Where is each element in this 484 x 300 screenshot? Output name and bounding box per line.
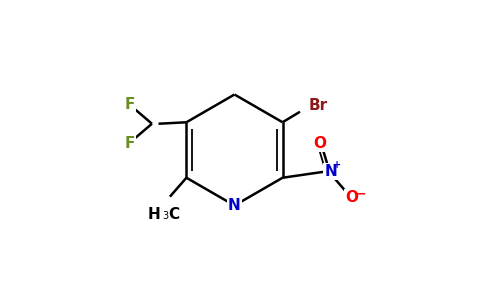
Text: 3: 3 — [162, 212, 168, 221]
Text: N: N — [228, 198, 241, 213]
Text: H: H — [148, 207, 160, 222]
Text: O: O — [314, 136, 327, 151]
Text: +: + — [333, 160, 341, 170]
Text: Br: Br — [309, 98, 328, 113]
Text: F: F — [124, 136, 135, 151]
Text: O: O — [345, 190, 358, 205]
Text: −: − — [355, 188, 366, 201]
Text: N: N — [324, 164, 337, 179]
Text: F: F — [124, 97, 135, 112]
Text: C: C — [168, 207, 179, 222]
